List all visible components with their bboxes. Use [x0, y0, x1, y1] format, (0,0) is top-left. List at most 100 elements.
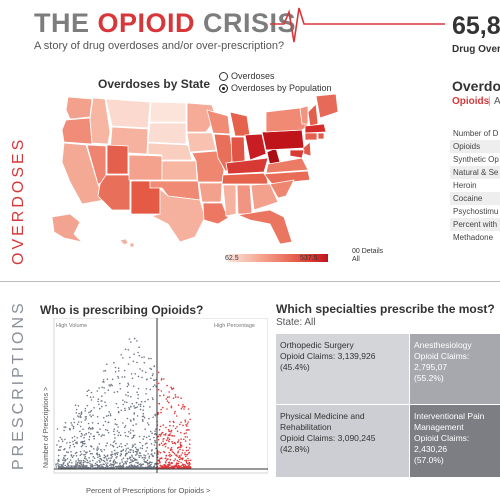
scatter-point [80, 441, 82, 444]
state-LA[interactable] [202, 202, 229, 225]
scatter-point [84, 455, 86, 458]
scatter-point [180, 431, 182, 434]
radio-button-selected-icon[interactable] [219, 83, 228, 93]
state-WI[interactable] [206, 109, 231, 135]
scatter-point [127, 384, 130, 386]
state-ND[interactable] [149, 101, 187, 123]
state-SC[interactable] [269, 179, 295, 199]
state-NE[interactable] [147, 142, 193, 161]
state-RI[interactable] [317, 132, 325, 140]
scatter-point [182, 403, 184, 406]
state-MS[interactable] [222, 184, 237, 217]
scatter-point [80, 411, 83, 413]
state-MD[interactable] [289, 149, 305, 159]
state-TN[interactable] [221, 172, 269, 185]
scatter-point [132, 430, 134, 432]
state-GA[interactable] [250, 183, 279, 211]
prescriber-scatter-plot[interactable]: High Volume High Percentage Number of Pr… [36, 318, 268, 496]
state-NJ[interactable] [302, 141, 312, 157]
state-AZ[interactable] [97, 174, 131, 211]
scatter-point [126, 443, 128, 445]
state-MA[interactable] [304, 123, 327, 134]
scatter-point [143, 416, 146, 419]
state-IN[interactable] [230, 136, 246, 163]
scatter-point [111, 444, 114, 447]
legend-details[interactable]: 00 Details [352, 248, 384, 255]
state-VA[interactable] [265, 157, 309, 174]
state-CO[interactable] [128, 154, 163, 181]
state-PA[interactable] [261, 129, 305, 151]
legend-all[interactable]: All [352, 256, 360, 263]
scatter-point [153, 444, 156, 446]
state-HI-island[interactable] [129, 242, 135, 248]
state-MI[interactable] [229, 111, 251, 137]
state-VT[interactable] [299, 105, 309, 125]
scatter-point [187, 452, 190, 454]
scatter-point [107, 389, 110, 391]
scatter-point [145, 378, 148, 381]
scatter-point [148, 357, 150, 360]
scatter-point [90, 415, 92, 418]
scatter-point [115, 442, 117, 445]
state-KS[interactable] [161, 160, 198, 181]
scatter-point [177, 456, 180, 459]
us-choropleth-map[interactable] [40, 92, 405, 252]
state-OR[interactable] [61, 117, 93, 145]
section-divider [0, 281, 500, 282]
scatter-point [103, 416, 105, 419]
scatter-point [174, 466, 176, 468]
scatter-point [125, 394, 127, 396]
scatter-point [135, 458, 137, 461]
state-CA[interactable] [61, 142, 105, 205]
state-CT[interactable] [304, 132, 318, 141]
treemap-tile-orthopedic-surgery[interactable]: Orthopedic Surgery Opioid Claims: 3,139,… [276, 334, 409, 404]
scatter-point [84, 407, 87, 410]
scatter-point [163, 378, 165, 380]
state-MT[interactable] [105, 98, 151, 129]
scatter-point [102, 424, 105, 426]
state-ID[interactable] [89, 97, 111, 145]
state-SD[interactable] [147, 122, 187, 145]
tab-opioids[interactable]: Opioids [452, 96, 490, 107]
scatter-point [138, 454, 140, 457]
scatter-point [113, 466, 115, 469]
scatter-point [149, 461, 152, 463]
radio-overdoses-by-population[interactable]: Overdoses by Population [219, 83, 332, 93]
state-AK[interactable] [51, 213, 84, 243]
scatter-point [147, 453, 149, 455]
treemap-tile-anesthesiology[interactable]: Anesthesiology Opioid Claims: 2,795,07 (… [410, 334, 500, 404]
scatter-point [112, 461, 115, 464]
scatter-point [128, 467, 130, 469]
scatter-point [127, 458, 129, 460]
scatter-point [153, 436, 155, 439]
tab-all[interactable]: A [494, 96, 500, 107]
scatter-point [86, 404, 89, 407]
scatter-point [64, 464, 67, 467]
radio-overdoses[interactable]: Overdoses [219, 71, 275, 81]
state-AL[interactable] [236, 184, 253, 215]
scatter-point [105, 444, 107, 447]
treemap-tile-physical-medicine[interactable]: Physical Medicine and Rehabilitation Opi… [276, 405, 409, 477]
state-OH[interactable] [244, 133, 267, 161]
scatter-point [94, 464, 96, 467]
scatter-point [153, 379, 155, 381]
treemap-tile-interventional-pain[interactable]: Interventional Pain Management Opioid Cl… [410, 405, 500, 477]
state-WA[interactable] [65, 96, 93, 120]
state-NC[interactable] [263, 170, 311, 185]
scatter-point [180, 421, 182, 424]
radio-button-icon[interactable] [219, 71, 228, 81]
state-IA[interactable] [186, 132, 217, 153]
state-ME[interactable] [315, 93, 339, 119]
state-TX[interactable] [150, 188, 206, 243]
scatter-point [121, 376, 123, 378]
state-HI[interactable] [119, 238, 129, 246]
scatter-point [66, 458, 69, 460]
scatter-point [148, 457, 150, 459]
state-UT[interactable] [106, 144, 129, 175]
scatter-point [115, 402, 118, 405]
state-NH[interactable] [307, 103, 319, 127]
state-AR[interactable] [198, 182, 223, 203]
scatter-point [117, 375, 119, 378]
state-KY[interactable] [225, 157, 269, 175]
state-FL[interactable] [236, 209, 293, 245]
